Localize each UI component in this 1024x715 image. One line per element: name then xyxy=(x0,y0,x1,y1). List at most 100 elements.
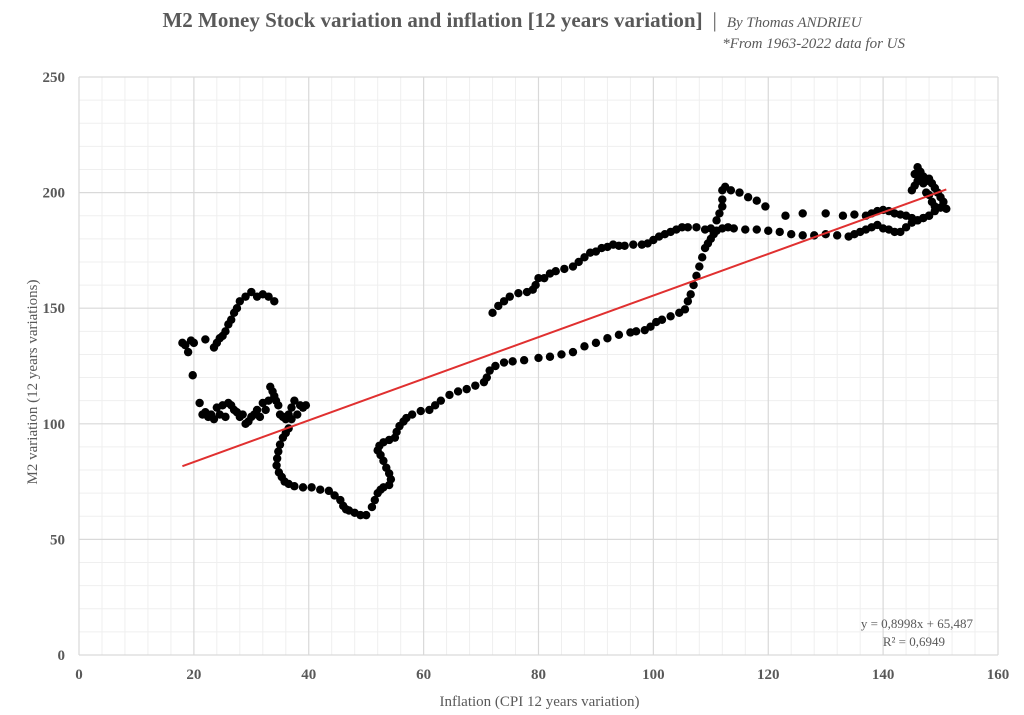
x-tick-label: 20 xyxy=(186,667,201,683)
data-point xyxy=(522,287,532,297)
data-point xyxy=(181,340,190,350)
data-point xyxy=(272,454,282,463)
data-point xyxy=(560,264,569,274)
data-point xyxy=(603,334,612,343)
data-point xyxy=(942,204,951,213)
data-point xyxy=(274,401,283,410)
data-point xyxy=(718,186,727,195)
data-point xyxy=(252,405,262,415)
data-point xyxy=(488,308,497,318)
data-point xyxy=(761,202,770,211)
data-point xyxy=(238,410,247,419)
data-point xyxy=(574,257,583,267)
data-point xyxy=(919,179,928,188)
data-point xyxy=(631,327,641,336)
data-point xyxy=(241,292,250,301)
data-point xyxy=(692,223,701,232)
data-point xyxy=(491,361,500,371)
chart-title: M2 Money Stock variation and inflation [… xyxy=(162,8,703,32)
y-tick-label: 0 xyxy=(58,648,66,664)
data-point xyxy=(692,271,701,281)
y-tick-label: 150 xyxy=(43,301,66,317)
data-point xyxy=(729,224,738,233)
data-point xyxy=(416,406,425,416)
data-point xyxy=(781,211,790,220)
data-point xyxy=(247,287,256,297)
data-point xyxy=(209,414,219,424)
data-point xyxy=(274,447,283,456)
x-axis-title: Inflation (CPI 12 years variation) xyxy=(440,694,640,710)
data-point xyxy=(821,209,830,218)
data-point xyxy=(298,483,308,492)
x-tick-label: 100 xyxy=(642,667,665,683)
data-point xyxy=(290,482,299,491)
data-point xyxy=(183,347,193,357)
data-point xyxy=(307,483,316,492)
data-point xyxy=(832,231,842,240)
data-point xyxy=(629,240,638,249)
data-point xyxy=(275,440,285,449)
data-point xyxy=(462,384,471,394)
data-point xyxy=(718,202,727,211)
title-separator: | xyxy=(712,8,717,32)
data-point xyxy=(324,486,334,496)
data-point xyxy=(188,371,197,380)
data-point xyxy=(787,230,796,239)
x-tick-label: 0 xyxy=(75,667,83,683)
data-point xyxy=(195,398,204,408)
data-point xyxy=(752,225,761,234)
y-tick-label: 50 xyxy=(50,532,65,548)
chart-author: By Thomas ANDRIEU xyxy=(726,15,862,31)
data-point xyxy=(657,315,667,324)
data-point xyxy=(494,301,503,311)
data-point xyxy=(798,231,807,240)
chart-title-line: M2 Money Stock variation and inflation [… xyxy=(0,8,1024,33)
data-point xyxy=(568,262,578,271)
data-point xyxy=(901,223,911,232)
data-point xyxy=(471,381,480,390)
trendline-equation: y = 0,8998x + 65,487 xyxy=(861,616,974,631)
data-point xyxy=(229,308,239,318)
data-point xyxy=(614,330,624,339)
data-point xyxy=(534,273,543,283)
data-point xyxy=(519,356,529,365)
y-tick-label: 250 xyxy=(43,70,66,86)
data-point xyxy=(430,401,440,410)
data-point xyxy=(718,195,727,204)
data-point xyxy=(689,280,698,290)
data-point xyxy=(264,396,273,405)
data-point xyxy=(752,196,761,205)
x-tick-label: 80 xyxy=(531,667,546,683)
data-point xyxy=(356,510,365,520)
data-point xyxy=(330,491,339,500)
data-point xyxy=(680,305,690,314)
data-point xyxy=(540,273,549,283)
data-point xyxy=(361,510,371,520)
data-point xyxy=(382,463,391,472)
data-point xyxy=(741,225,750,234)
data-point xyxy=(508,357,517,366)
data-point xyxy=(514,288,523,298)
trendline xyxy=(182,188,947,468)
data-point xyxy=(775,227,784,237)
data-point xyxy=(637,240,647,249)
data-point xyxy=(485,366,494,375)
data-point xyxy=(425,405,434,415)
data-point xyxy=(235,297,245,306)
data-point xyxy=(272,461,281,470)
data-point xyxy=(916,167,925,176)
data-point xyxy=(890,227,899,237)
data-point xyxy=(930,202,940,211)
y-tick-label: 100 xyxy=(43,417,66,433)
data-point xyxy=(290,396,299,405)
data-point xyxy=(580,342,589,351)
data-point xyxy=(838,211,848,220)
data-point xyxy=(287,414,296,424)
data-point xyxy=(270,297,279,306)
data-point xyxy=(585,248,595,257)
data-point xyxy=(224,320,233,329)
data-point xyxy=(907,186,917,195)
data-point xyxy=(700,225,710,234)
data-point xyxy=(557,350,566,359)
